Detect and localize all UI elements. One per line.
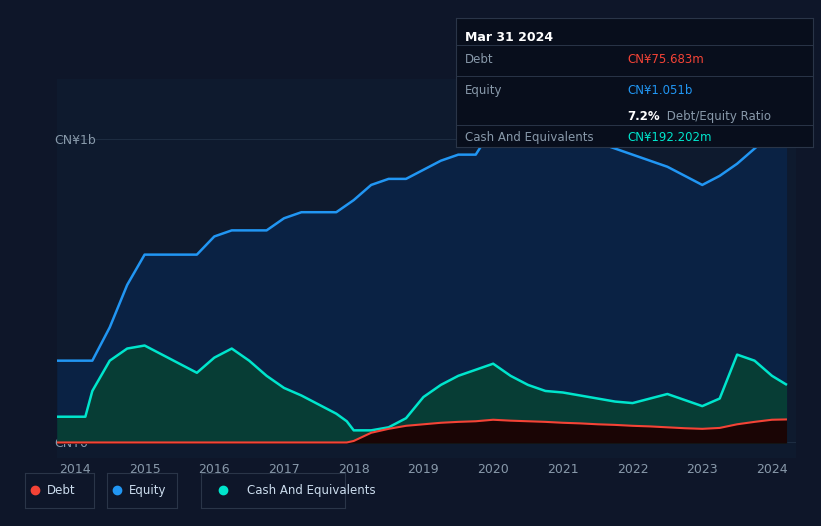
Text: 7.2%: 7.2%	[627, 110, 660, 123]
Text: CN¥1.051b: CN¥1.051b	[627, 84, 692, 97]
Text: Equity: Equity	[465, 84, 502, 97]
Text: Mar 31 2024: Mar 31 2024	[465, 32, 553, 44]
Text: Cash And Equivalents: Cash And Equivalents	[247, 484, 376, 497]
Text: Debt: Debt	[465, 53, 493, 66]
Text: CN¥192.202m: CN¥192.202m	[627, 130, 712, 144]
Text: CN¥75.683m: CN¥75.683m	[627, 53, 704, 66]
Text: Debt/Equity Ratio: Debt/Equity Ratio	[663, 110, 771, 123]
Text: Cash And Equivalents: Cash And Equivalents	[465, 130, 594, 144]
Text: Debt: Debt	[47, 484, 76, 497]
Text: Equity: Equity	[129, 484, 167, 497]
